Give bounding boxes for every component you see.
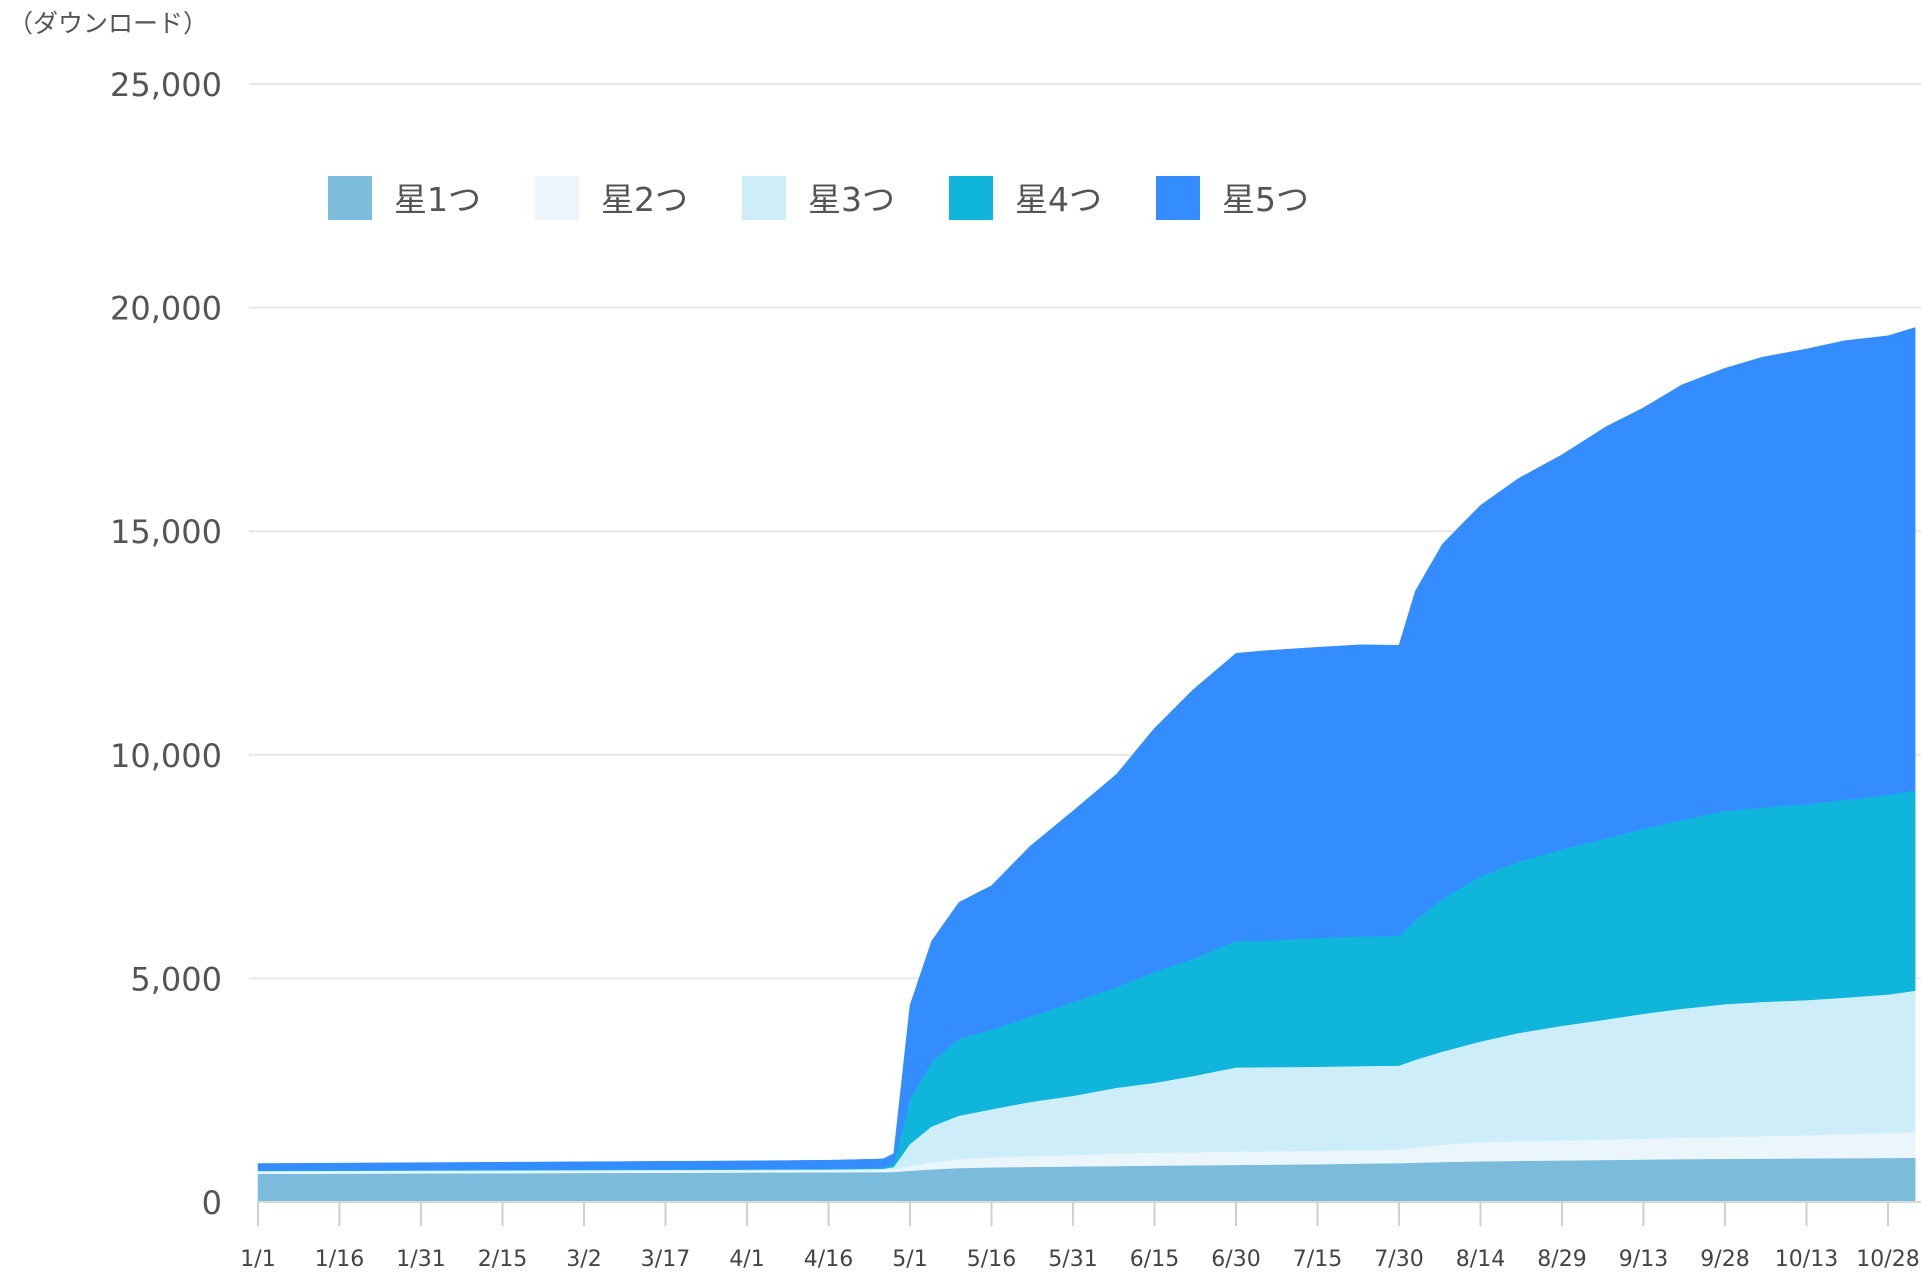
y-tick-label: 5,000: [130, 960, 222, 998]
legend-item-5: 星5つ: [1156, 176, 1309, 220]
legend-label: 星2つ: [601, 180, 688, 219]
series-areas: [257, 327, 1916, 1203]
x-tick-label: 8/14: [1456, 1247, 1505, 1272]
x-tick-label: 10/28: [1856, 1247, 1919, 1272]
legend-swatch: [949, 176, 993, 220]
y-tick-label: 10,000: [110, 737, 222, 775]
x-tick-label: 7/30: [1374, 1247, 1423, 1272]
legend-label: 星3つ: [808, 180, 895, 219]
x-tick-label: 1/16: [315, 1247, 364, 1272]
axes: 0 5,000 10,000 15,000 20,000 25,000 1/1 1/16 1/3…: [110, 66, 1921, 1272]
x-tick-label: 6/15: [1130, 1247, 1179, 1272]
legend-swatch: [535, 176, 579, 220]
y-tick-label: 25,000: [110, 66, 222, 104]
y-tick-label: 15,000: [110, 513, 222, 551]
x-tick-label: 5/16: [967, 1247, 1016, 1272]
x-tick-label: 4/1: [729, 1247, 764, 1272]
legend-item-4: 星4つ: [949, 176, 1102, 220]
y-tick-label: 20,000: [110, 290, 222, 328]
area-series-5: [257, 327, 1916, 1171]
x-tick-label: 3/2: [566, 1247, 601, 1272]
x-tick-label: 1/1: [240, 1247, 275, 1272]
x-tick-label: 8/29: [1537, 1247, 1586, 1272]
x-tick-label: 10/13: [1775, 1247, 1838, 1272]
x-tick-label: 5/31: [1048, 1247, 1097, 1272]
legend-swatch: [328, 176, 372, 220]
x-tick-label: 9/13: [1619, 1247, 1668, 1272]
x-tick-label: 7/15: [1293, 1247, 1342, 1272]
legend-label: 星5つ: [1222, 180, 1309, 219]
legend: 星1つ 星2つ 星3つ 星4つ 星5つ: [328, 176, 1309, 220]
x-tick-label: 5/1: [892, 1247, 927, 1272]
y-tick-label: 0: [202, 1184, 222, 1222]
y-unit-label: （ダウンロード）: [8, 9, 208, 38]
legend-item-3: 星3つ: [742, 176, 895, 220]
legend-item-1: 星1つ: [328, 176, 481, 220]
legend-item-2: 星2つ: [535, 176, 688, 220]
legend-label: 星4つ: [1015, 180, 1102, 219]
x-tick-label: 2/15: [478, 1247, 527, 1272]
legend-label: 星1つ: [394, 180, 481, 219]
legend-swatch: [1156, 176, 1200, 220]
legend-swatch: [742, 176, 786, 220]
x-tick-label: 6/30: [1211, 1247, 1260, 1272]
x-tick-label: 3/17: [641, 1247, 690, 1272]
x-tick-label: 9/28: [1700, 1247, 1749, 1272]
x-tick-label: 4/16: [804, 1247, 853, 1272]
x-tick-label: 1/31: [396, 1247, 445, 1272]
